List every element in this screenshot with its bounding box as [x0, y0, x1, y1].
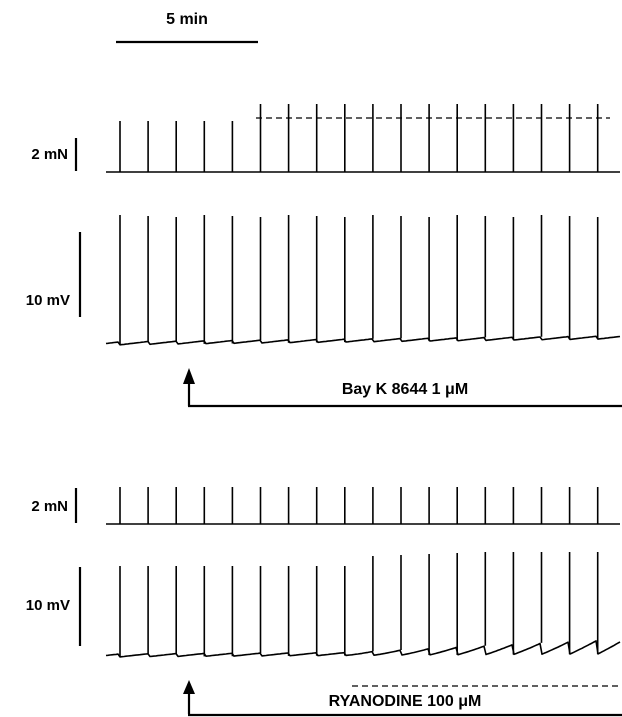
panel-b-voltage-baseline [105, 640, 621, 658]
panel-a-voltage-trace [105, 215, 621, 346]
panel-b: 2 mN 10 mV RYANODINE 100 μM [26, 487, 622, 717]
panel-b-voltage-trace [105, 552, 621, 658]
panel-b-arrow-icon [183, 680, 195, 694]
panel-a-treatment-label: Bay K 8644 1 μM [342, 381, 468, 398]
panel-b-force-trace [106, 487, 620, 525]
panel-b-treatment-label: RYANODINE 100 μM [329, 693, 482, 710]
panel-b-force-scale: 2 mN [31, 488, 78, 523]
panel-a-voltage-baseline [105, 335, 621, 346]
panel-b-voltage-scale: 10 mV [26, 567, 82, 646]
time-scale-label: 5 min [166, 11, 208, 28]
panel-b-voltage-scale-label: 10 mV [26, 597, 70, 614]
panel-a: 2 mN 10 mV Bay K 8644 1 μM [26, 104, 622, 408]
time-scale: 5 min [116, 11, 258, 44]
panel-a-voltage-scale: 10 mV [26, 232, 82, 317]
panel-a-force-trace [106, 104, 620, 173]
panel-b-force-scale-label: 2 mN [31, 498, 68, 515]
panel-a-force-scale: 2 mN [31, 138, 78, 171]
panel-a-arrow-icon [183, 368, 195, 384]
panel-a-treatment-marker: Bay K 8644 1 μM [183, 368, 622, 408]
panel-b-treatment-marker: RYANODINE 100 μM [183, 680, 622, 717]
panel-a-force-scale-label: 2 mN [31, 146, 68, 163]
panel-a-voltage-scale-label: 10 mV [26, 292, 70, 309]
